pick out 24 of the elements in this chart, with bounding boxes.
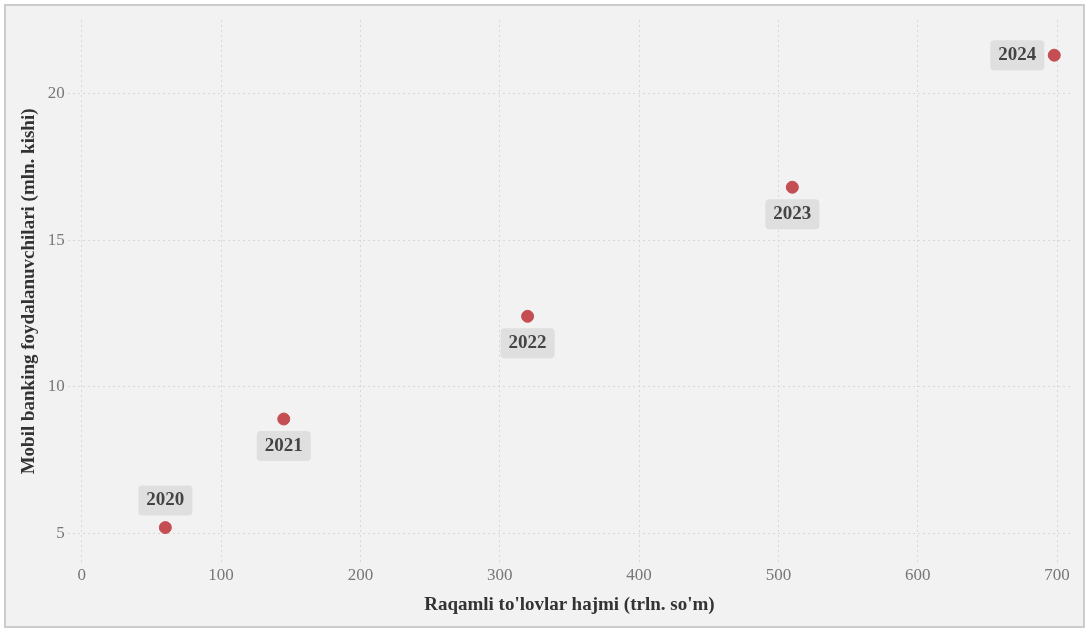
point: [1047, 48, 1061, 62]
x-tick-label: 300: [486, 565, 513, 585]
y-axis-title: Mobil banking foydalanuvchilari (mln. kishi): [17, 108, 40, 475]
annotation: 2024: [998, 43, 1037, 65]
x-tick-label: 200: [347, 565, 374, 585]
x-tick-label: 100: [208, 565, 234, 585]
point: [521, 309, 535, 323]
x-tick-label: 600: [904, 565, 931, 585]
annotation: 2021: [264, 433, 303, 455]
x-tick-label: 500: [765, 565, 792, 585]
y-tick-label: 5: [56, 522, 65, 542]
annotation: 2023: [773, 202, 812, 224]
y-tick-label: 15: [47, 229, 65, 249]
x-tick-label: 400: [626, 565, 652, 585]
annotation: 2020: [146, 488, 185, 510]
x-tick-label: 700: [1044, 565, 1070, 585]
point: [785, 180, 799, 194]
point: [277, 412, 291, 426]
point: [158, 521, 172, 535]
x-axis-title: Raqamli to'lovlar hajmi (trln. so'm): [424, 592, 715, 615]
y-tick-label: 20: [47, 82, 65, 102]
x-tick-label: 0: [77, 565, 86, 585]
annotation: 2022: [508, 331, 547, 353]
y-tick-label: 10: [47, 376, 65, 396]
